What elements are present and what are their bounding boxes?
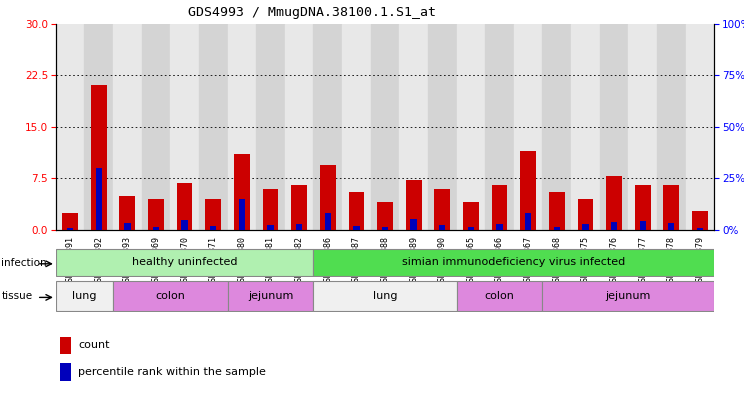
Bar <box>60 337 71 354</box>
Text: jejunum: jejunum <box>606 291 651 301</box>
Bar <box>520 151 536 230</box>
Bar <box>56 281 113 311</box>
Bar <box>291 185 307 230</box>
Bar <box>640 220 646 230</box>
Bar <box>95 168 102 230</box>
Bar <box>457 24 485 230</box>
Bar <box>234 154 250 230</box>
Bar <box>600 24 629 230</box>
Bar <box>239 199 245 230</box>
Bar <box>84 24 113 230</box>
Bar <box>463 202 479 230</box>
Text: colon: colon <box>155 291 185 301</box>
Bar <box>485 24 514 230</box>
Bar <box>205 199 221 230</box>
Text: percentile rank within the sample: percentile rank within the sample <box>78 367 266 377</box>
Bar <box>542 281 714 311</box>
Text: jejunum: jejunum <box>248 291 293 301</box>
Bar <box>606 176 622 230</box>
Text: healthy uninfected: healthy uninfected <box>132 257 237 267</box>
Bar <box>324 213 331 230</box>
Bar <box>267 225 274 230</box>
Bar <box>353 226 359 230</box>
Bar <box>256 24 285 230</box>
Bar <box>492 185 507 230</box>
Text: tissue: tissue <box>1 291 33 301</box>
Bar <box>120 195 135 230</box>
Bar <box>629 24 657 230</box>
Text: lung: lung <box>373 291 397 301</box>
Bar <box>405 180 422 230</box>
Text: simian immunodeficiency virus infected: simian immunodeficiency virus infected <box>403 257 626 267</box>
Bar <box>686 24 714 230</box>
Bar <box>411 219 417 230</box>
Bar <box>377 202 393 230</box>
Bar <box>554 227 560 230</box>
Bar <box>285 24 313 230</box>
Bar <box>263 189 278 230</box>
Bar <box>113 24 141 230</box>
Text: GDS4993 / MmugDNA.38100.1.S1_at: GDS4993 / MmugDNA.38100.1.S1_at <box>188 6 437 19</box>
Bar <box>141 24 170 230</box>
Bar <box>228 24 256 230</box>
Bar <box>577 199 593 230</box>
Bar <box>199 24 228 230</box>
Bar <box>313 281 457 311</box>
Bar <box>611 222 618 230</box>
Bar <box>60 364 71 380</box>
Bar <box>439 225 446 230</box>
Bar <box>342 24 371 230</box>
Bar <box>525 213 531 230</box>
Text: count: count <box>78 340 109 350</box>
Bar <box>210 226 217 230</box>
Bar <box>177 183 193 230</box>
Bar <box>668 223 675 230</box>
Bar <box>657 24 686 230</box>
Bar <box>348 192 365 230</box>
Text: lung: lung <box>72 291 97 301</box>
Text: colon: colon <box>484 291 514 301</box>
Bar <box>697 228 703 230</box>
Bar <box>62 213 78 230</box>
Bar <box>514 24 542 230</box>
Text: infection: infection <box>1 257 47 268</box>
Bar <box>549 192 565 230</box>
Bar <box>583 224 589 230</box>
Bar <box>56 24 84 230</box>
Bar <box>428 24 457 230</box>
Bar <box>67 228 73 230</box>
Bar <box>313 249 714 275</box>
Bar <box>434 189 450 230</box>
Bar <box>56 249 313 275</box>
Bar <box>296 224 302 230</box>
Bar <box>382 227 388 230</box>
Bar <box>457 281 542 311</box>
Bar <box>692 211 708 230</box>
Bar <box>170 24 199 230</box>
Bar <box>113 281 228 311</box>
Bar <box>542 24 571 230</box>
Bar <box>320 165 336 230</box>
Bar <box>124 223 130 230</box>
Bar <box>496 224 503 230</box>
Bar <box>313 24 342 230</box>
Bar <box>400 24 428 230</box>
Bar <box>91 86 106 230</box>
Bar <box>635 185 650 230</box>
Bar <box>664 185 679 230</box>
Bar <box>371 24 400 230</box>
Bar <box>148 199 164 230</box>
Bar <box>182 220 187 230</box>
Bar <box>228 281 313 311</box>
Bar <box>153 227 159 230</box>
Bar <box>571 24 600 230</box>
Bar <box>468 227 474 230</box>
